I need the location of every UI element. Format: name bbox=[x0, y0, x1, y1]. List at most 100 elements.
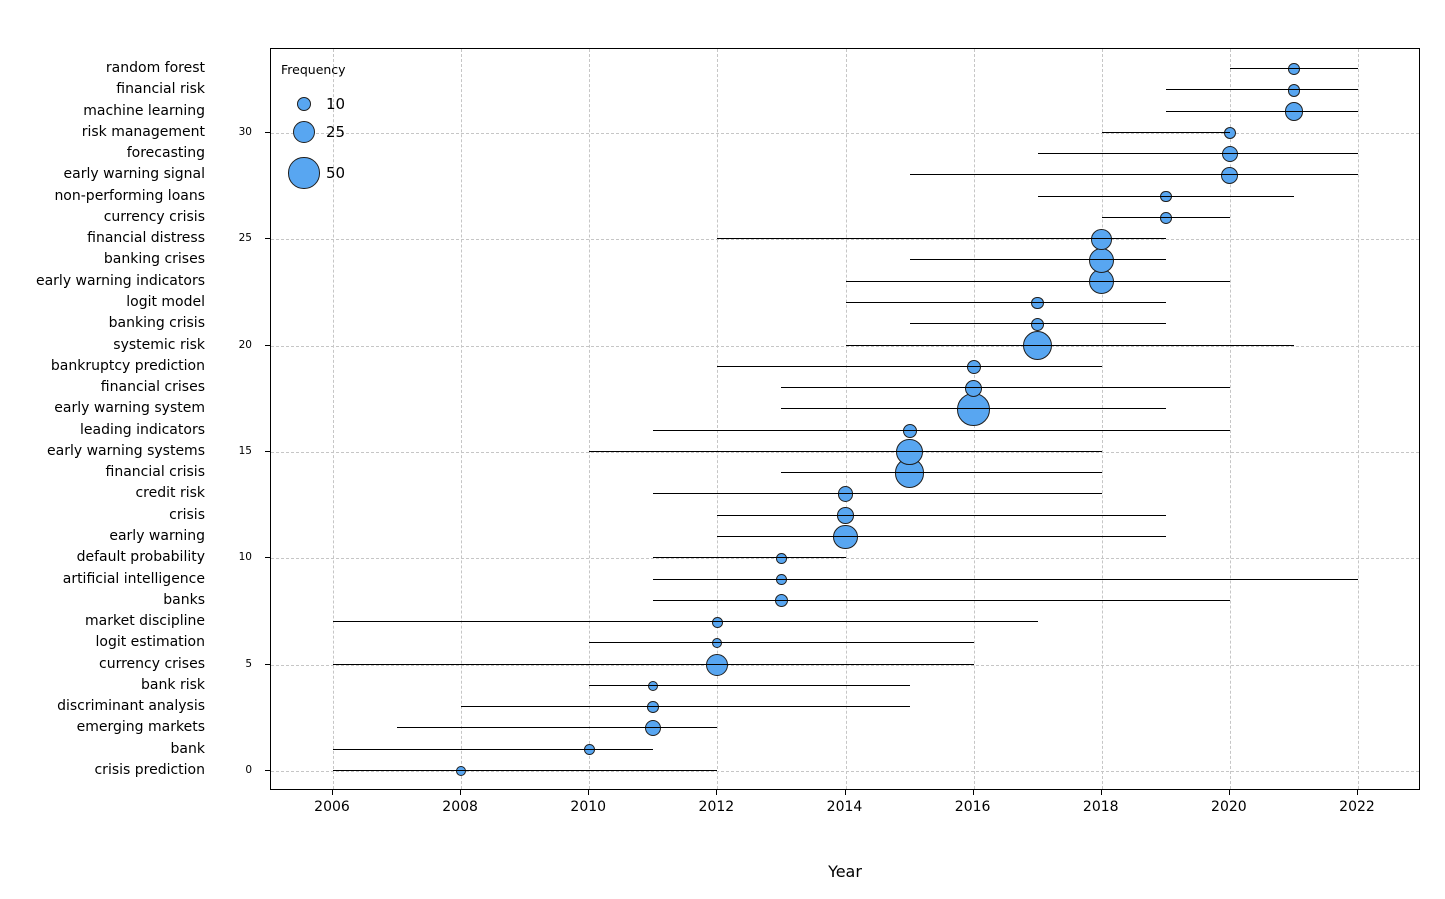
term-label: financial risk bbox=[116, 81, 205, 98]
year-range-line bbox=[589, 642, 974, 644]
y-tick-mark bbox=[265, 131, 270, 133]
x-tick-mark bbox=[1100, 790, 1102, 795]
frequency-bubble bbox=[776, 552, 787, 564]
term-label: bank bbox=[170, 740, 205, 757]
x-tick-mark bbox=[460, 790, 462, 795]
horizontal-gridline bbox=[271, 132, 1419, 134]
term-label: machine learning bbox=[83, 102, 205, 119]
year-range-line bbox=[1165, 110, 1358, 112]
horizontal-gridline bbox=[271, 345, 1419, 347]
year-range-line bbox=[589, 450, 1102, 452]
term-label: currency crisis bbox=[103, 208, 205, 225]
term-label: risk management bbox=[81, 123, 205, 140]
x-tick-label: 2014 bbox=[826, 799, 863, 815]
x-tick-mark bbox=[1357, 790, 1358, 795]
x-tick-mark bbox=[844, 790, 846, 795]
term-label: systemic risk bbox=[113, 336, 205, 353]
term-label: financial crisis bbox=[105, 464, 205, 481]
term-label: financial distress bbox=[87, 230, 205, 247]
y-tick-label: 20 bbox=[238, 338, 252, 351]
year-range-line bbox=[845, 302, 1166, 303]
term-label: credit risk bbox=[135, 485, 205, 502]
horizontal-gridline bbox=[271, 664, 1419, 666]
year-range-line bbox=[461, 706, 910, 708]
term-label: logit estimation bbox=[95, 634, 206, 651]
term-label: currency crises bbox=[99, 655, 205, 672]
horizontal-gridline bbox=[271, 558, 1419, 560]
term-label: non-performing loans bbox=[54, 187, 205, 204]
x-tick-mark bbox=[332, 790, 333, 795]
year-range-line bbox=[333, 663, 974, 665]
y-tick-label: 0 bbox=[245, 764, 252, 776]
term-label: logit model bbox=[126, 294, 205, 310]
x-tick-label: 2008 bbox=[442, 799, 478, 815]
year-range-line bbox=[909, 259, 1166, 261]
legend-title: Frequency bbox=[281, 62, 346, 77]
year-range-line bbox=[333, 770, 718, 771]
vertical-gridline bbox=[845, 49, 847, 789]
term-label: early warning systems bbox=[47, 442, 205, 459]
term-label: default probability bbox=[76, 549, 205, 566]
plot-area: Frequency 10 25 50 bbox=[270, 48, 1420, 790]
frequency-bubble bbox=[1221, 166, 1239, 184]
year-range-line bbox=[333, 748, 654, 750]
term-label: bankruptcy prediction bbox=[50, 357, 205, 374]
frequency-bubble bbox=[774, 594, 789, 608]
frequency-bubble bbox=[1159, 212, 1172, 224]
y-tick-label: 5 bbox=[245, 657, 252, 670]
year-range-line bbox=[1165, 89, 1358, 91]
frequency-bubble bbox=[1221, 146, 1238, 163]
x-axis-title: Year bbox=[828, 862, 862, 881]
y-tick-mark bbox=[265, 663, 270, 665]
year-range-line bbox=[845, 280, 1230, 282]
frequency-bubble bbox=[711, 616, 723, 628]
year-range-line bbox=[653, 557, 846, 559]
x-tick-mark bbox=[1228, 790, 1230, 795]
year-range-line bbox=[653, 599, 1230, 601]
year-range-line bbox=[589, 684, 910, 686]
x-tick-mark bbox=[588, 790, 590, 795]
y-tick-label: 30 bbox=[238, 125, 252, 138]
term-label: random forest bbox=[105, 60, 205, 76]
term-label: market discipline bbox=[85, 613, 205, 630]
legend-bubble bbox=[296, 96, 311, 111]
year-range-line bbox=[333, 621, 1038, 623]
term-label: early warning system bbox=[54, 400, 205, 417]
vertical-gridline bbox=[333, 49, 334, 789]
y-tick-mark bbox=[265, 450, 270, 452]
x-tick-label: 2022 bbox=[1339, 799, 1375, 815]
frequency-bubble bbox=[1023, 331, 1053, 361]
year-range-line bbox=[909, 323, 1166, 325]
year-range-line bbox=[717, 536, 1166, 537]
term-label: leading indicators bbox=[80, 421, 205, 438]
y-tick-label: 25 bbox=[238, 232, 252, 245]
term-label: crisis prediction bbox=[94, 762, 205, 778]
year-range-line bbox=[397, 727, 718, 729]
y-tick-mark bbox=[265, 770, 270, 771]
year-range-line bbox=[909, 174, 1358, 176]
legend-size-label: 25 bbox=[326, 123, 346, 141]
year-range-line bbox=[1101, 216, 1230, 218]
year-range-line bbox=[717, 365, 1102, 367]
term-label: discriminant analysis bbox=[57, 698, 205, 715]
term-label: early warning bbox=[109, 528, 205, 544]
year-range-line bbox=[653, 493, 1102, 495]
y-tick-mark bbox=[265, 238, 270, 240]
frequency-bubble bbox=[1284, 102, 1304, 121]
x-tick-mark bbox=[972, 790, 974, 795]
term-label: artificial intelligence bbox=[62, 570, 205, 587]
horizontal-gridline bbox=[271, 451, 1419, 453]
y-tick-label: 15 bbox=[238, 444, 252, 457]
term-label: emerging markets bbox=[76, 719, 205, 736]
vertical-gridline bbox=[1358, 49, 1359, 789]
legend: Frequency 10 25 50 bbox=[271, 49, 391, 209]
year-range-line bbox=[845, 344, 1294, 346]
vertical-gridline bbox=[1229, 49, 1231, 789]
year-range-line bbox=[1229, 68, 1358, 69]
x-tick-label: 2018 bbox=[1082, 799, 1119, 815]
frequency-bubble bbox=[1031, 317, 1045, 331]
year-range-line bbox=[1101, 131, 1230, 133]
x-tick-label: 2016 bbox=[954, 799, 991, 815]
year-range-line bbox=[781, 408, 1166, 410]
